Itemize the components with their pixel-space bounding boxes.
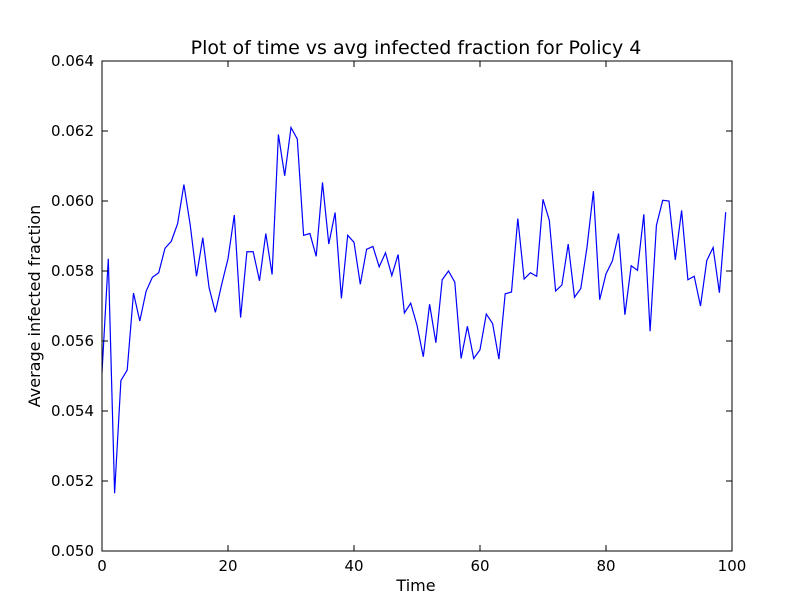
chart-title: Plot of time vs avg infected fraction fo…: [191, 37, 642, 59]
series-line: [101, 125, 727, 494]
x-tick-label: 0: [97, 557, 107, 575]
x-tick-label: 20: [218, 557, 237, 575]
x-tick-label: 40: [344, 557, 363, 575]
y-tick-label: 0.050: [51, 542, 94, 560]
y-axis-label: Average infected fraction: [25, 205, 44, 407]
y-tick-label: 0.054: [51, 402, 94, 420]
y-tick-label: 0.060: [51, 192, 94, 210]
y-tick-label: 0.056: [51, 332, 94, 350]
x-axis-label: Time: [395, 576, 435, 595]
plot-frame: [101, 60, 733, 552]
y-tick-label: 0.062: [51, 122, 94, 140]
x-tick-label: 100: [718, 557, 747, 575]
y-tick-label: 0.058: [51, 262, 94, 280]
x-tick-label: 60: [470, 557, 489, 575]
y-tick-label: 0.064: [51, 52, 94, 70]
x-tick-label: 80: [596, 557, 615, 575]
plot-area: 0 20 40 60 80 100 0.050 0.052 0.054 0.056 0.058 0.0…: [51, 52, 746, 575]
y-tick-label: 0.052: [51, 472, 94, 490]
